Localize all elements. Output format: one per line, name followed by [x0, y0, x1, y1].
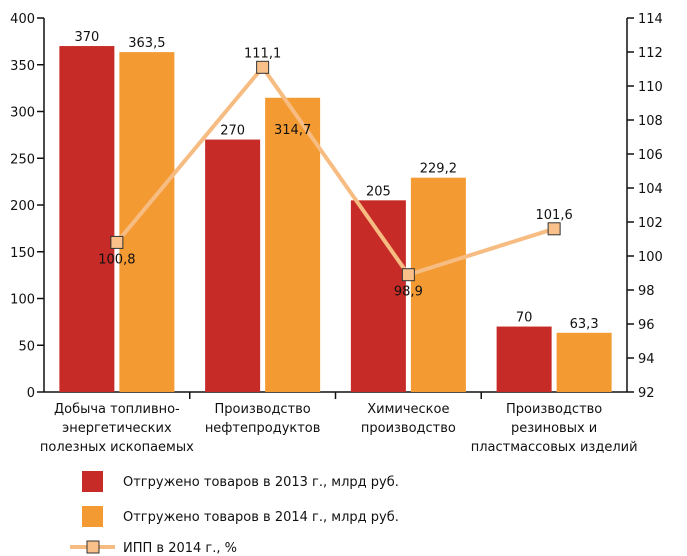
- right-tick-label: 114: [638, 12, 663, 27]
- category-label: полезных ископаемых: [40, 440, 194, 455]
- right-tick-label: 92: [638, 386, 655, 401]
- category-label: Производство: [506, 402, 602, 417]
- left-tick-label: 400: [10, 12, 35, 27]
- category-label: энергетических: [62, 421, 172, 436]
- legend-swatch-bar: [82, 471, 103, 492]
- left-tick-label: 350: [10, 59, 35, 74]
- right-tick-label: 104: [638, 182, 663, 197]
- right-tick-label: 94: [638, 352, 655, 367]
- right-tick-label: 106: [638, 148, 663, 163]
- bar-value-label: 229,2: [420, 162, 457, 177]
- right-ticks: 92 94 96 98 100 102 104 106 108 110 112 114: [627, 12, 663, 401]
- right-tick-label: 96: [638, 318, 655, 333]
- left-tick-label: 200: [10, 199, 35, 214]
- left-ticks: 0 50 100 150 200 250 300 350 400: [10, 12, 44, 401]
- category-label: резиновых и: [511, 421, 597, 436]
- ipp-point-marker: [110, 235, 124, 249]
- bars: [59, 46, 612, 393]
- left-tick-label: 50: [18, 339, 35, 354]
- bar-value-label: 314,7: [274, 123, 311, 138]
- right-tick-label: 98: [638, 284, 655, 299]
- bar-2013: [496, 326, 552, 392]
- ipp-line: 100,8 111,1 98,9 101,6: [98, 46, 572, 299]
- bar-2014: [410, 177, 466, 392]
- bar-value-label: 363,5: [128, 36, 165, 51]
- category-labels: Добыча топливно-энергетических полезных и…: [40, 402, 638, 455]
- category-label: Химическое: [367, 402, 449, 417]
- right-tick-label: 108: [638, 114, 663, 129]
- left-tick-label: 300: [10, 106, 35, 121]
- ipp-point-marker: [256, 60, 270, 74]
- legend-swatch-bar: [82, 506, 103, 527]
- legend-label: ИПП в 2014 г., %: [123, 541, 237, 556]
- ipp-value-label: 98,9: [394, 285, 423, 300]
- category-label: производство: [361, 421, 456, 436]
- left-tick-label: 150: [10, 246, 35, 261]
- bar-value-label: 63,3: [570, 317, 599, 332]
- right-tick-label: 100: [638, 250, 663, 265]
- bar-2014: [119, 52, 175, 392]
- right-tick-label: 112: [638, 46, 663, 61]
- bar-2013: [205, 139, 261, 392]
- x-ticks: [189, 392, 482, 399]
- right-tick-label: 102: [638, 216, 663, 231]
- legend-label: Отгружено товаров в 2014 г., млрд руб.: [123, 510, 399, 525]
- bar-value-label: 370: [74, 30, 99, 45]
- bar-value-label: 270: [220, 124, 245, 139]
- bar-2014: [556, 332, 612, 392]
- ipp-value-label: 100,8: [98, 252, 135, 267]
- legend-label: Отгружено товаров в 2013 г., млрд руб.: [123, 475, 399, 490]
- category-label: пластмассовых изделий: [471, 440, 638, 455]
- left-tick-label: 250: [10, 152, 35, 167]
- bar-2014: [265, 97, 321, 393]
- right-tick-label: 110: [638, 80, 663, 95]
- ipp-value-label: 101,6: [536, 208, 573, 223]
- ipp-series-line: [115, 65, 555, 277]
- category-label: нефтепродуктов: [205, 421, 321, 436]
- category-label: Производство: [214, 402, 310, 417]
- legend: Отгружено товаров в 2013 г., млрд руб. От…: [70, 471, 399, 556]
- ipp-value-label: 111,1: [244, 46, 281, 61]
- legend-swatch-marker: [86, 540, 100, 554]
- left-tick-label: 100: [10, 293, 35, 308]
- ipp-point-marker: [547, 222, 561, 236]
- ipp-point-marker: [401, 268, 415, 282]
- bar-labels: 370 363,5 270 314,7 205 229,2 70 63,3: [74, 30, 598, 332]
- bar-2013: [59, 46, 115, 393]
- bar-value-label: 70: [516, 311, 533, 326]
- category-label: Добыча топливно-: [54, 402, 180, 417]
- bar-value-label: 205: [366, 184, 391, 199]
- left-tick-label: 0: [27, 386, 35, 401]
